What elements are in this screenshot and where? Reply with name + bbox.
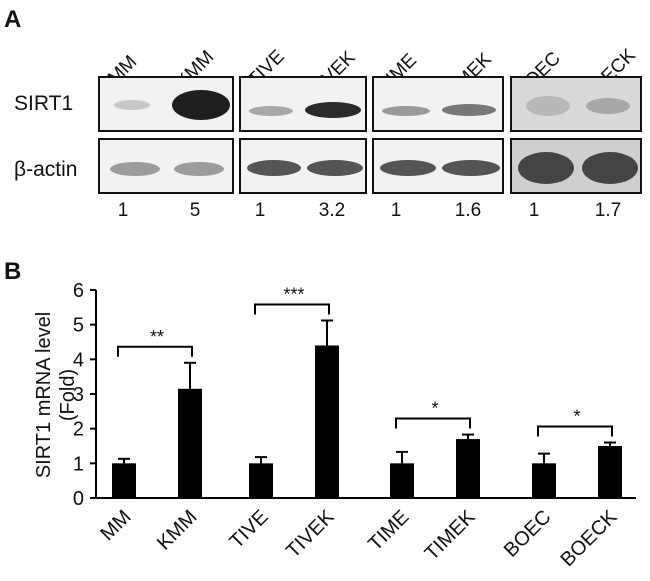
- quant-kmm: 5: [189, 200, 201, 221]
- bar-tivek: [315, 345, 339, 498]
- x-tick-label-boec: BOEC: [500, 506, 556, 562]
- panel-a-label: A: [4, 6, 22, 33]
- bar-timek: [456, 439, 480, 498]
- y-axis-label-unit: (Fold): [57, 369, 79, 421]
- bar-mm: [112, 463, 136, 498]
- x-tick-label-kmm: KMM: [153, 506, 202, 555]
- sirt1-blot-boec-boeck: [510, 76, 642, 132]
- bar-boec: [532, 463, 556, 498]
- bar-kmm: [178, 388, 202, 498]
- x-tick-label-tive: TIVE: [226, 506, 273, 553]
- significance-bracket-4: [537, 425, 613, 437]
- y-tick-label-1: 1: [73, 453, 84, 475]
- band-sirt1-mm: [114, 100, 150, 110]
- bar-time: [390, 463, 414, 498]
- significance-label-3: *: [431, 399, 438, 419]
- band-actin-kmm: [174, 162, 224, 176]
- band-sirt1-boec: [526, 96, 570, 116]
- significance-label-2: ***: [283, 285, 304, 305]
- x-tick-label-timek: TIMEK: [421, 506, 480, 565]
- band-sirt1-tive: [249, 106, 293, 116]
- quant-boec: 1: [528, 200, 540, 221]
- band-actin-timek: [442, 160, 500, 176]
- actin-blot-tive-tivek: [239, 138, 367, 194]
- quant-tive: 1: [254, 200, 266, 221]
- y-tick-label-6: 6: [73, 280, 84, 302]
- row-label-sirt1: SIRT1: [14, 92, 74, 115]
- sirt1-blot-tive-tivek: [239, 76, 367, 132]
- band-sirt1-boeck: [586, 98, 630, 114]
- y-tick-label-2: 2: [73, 419, 84, 441]
- band-actin-mm: [110, 162, 160, 176]
- quant-boeck: 1.7: [594, 200, 622, 221]
- quant-time: 1: [390, 200, 402, 221]
- actin-blot-time-timek: [372, 138, 504, 194]
- significance-label-1: **: [150, 327, 164, 347]
- row-label-beta-actin: β-actin: [14, 158, 78, 181]
- bar-tive: [249, 463, 273, 498]
- band-actin-boec: [518, 152, 574, 184]
- y-tick-label-3: 3: [73, 384, 84, 406]
- actin-blot-boec-boeck: [510, 138, 642, 194]
- y-tick-label-4: 4: [73, 349, 84, 371]
- quant-timek: 1.6: [454, 200, 482, 221]
- band-sirt1-timek: [442, 104, 496, 116]
- actin-blot-mm-kmm: [98, 138, 234, 194]
- y-tick-label-0: 0: [73, 488, 84, 510]
- quant-mm: 1: [117, 200, 129, 221]
- x-tick-label-time: TIME: [364, 506, 413, 555]
- y-axis-label: SIRT1 mRNA level: [33, 312, 55, 478]
- x-tick-label-tivek: TIVEK: [282, 506, 339, 563]
- band-sirt1-time: [382, 106, 430, 116]
- band-actin-boeck: [582, 152, 638, 184]
- band-actin-tivek: [307, 160, 363, 176]
- sirt1-blot-mm-kmm: [98, 76, 234, 132]
- significance-bracket-2: [254, 303, 330, 315]
- x-tick-label-boeck: BOECK: [556, 506, 622, 572]
- sirt1-blot-time-timek: [372, 76, 504, 132]
- quant-tivek: 3.2: [318, 200, 346, 221]
- band-actin-time: [380, 160, 436, 176]
- panel-b-label: B: [4, 258, 22, 285]
- band-sirt1-tivek: [305, 102, 361, 118]
- band-actin-tive: [247, 160, 301, 176]
- significance-label-4: *: [573, 407, 580, 427]
- significance-bracket-1: [117, 345, 193, 357]
- band-sirt1-kmm: [172, 90, 230, 120]
- x-tick-label-mm: MM: [96, 506, 135, 545]
- y-tick-label-5: 5: [73, 315, 84, 337]
- significance-bracket-3: [395, 417, 471, 429]
- bar-boeck: [598, 446, 622, 498]
